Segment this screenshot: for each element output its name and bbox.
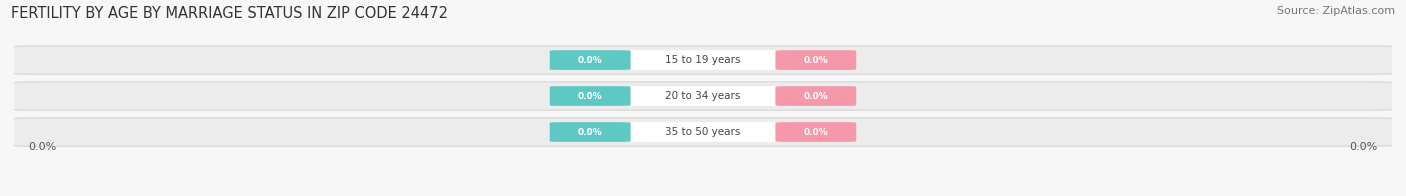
Text: Source: ZipAtlas.com: Source: ZipAtlas.com bbox=[1277, 6, 1395, 16]
FancyBboxPatch shape bbox=[616, 86, 790, 106]
Text: 0.0%: 0.0% bbox=[803, 128, 828, 137]
FancyBboxPatch shape bbox=[10, 46, 1396, 74]
FancyBboxPatch shape bbox=[550, 122, 630, 142]
Text: 0.0%: 0.0% bbox=[578, 55, 603, 64]
Text: FERTILITY BY AGE BY MARRIAGE STATUS IN ZIP CODE 24472: FERTILITY BY AGE BY MARRIAGE STATUS IN Z… bbox=[11, 6, 449, 21]
Text: 35 to 50 years: 35 to 50 years bbox=[665, 127, 741, 137]
Text: 0.0%: 0.0% bbox=[578, 92, 603, 101]
Text: 0.0%: 0.0% bbox=[803, 55, 828, 64]
Text: 0.0%: 0.0% bbox=[803, 92, 828, 101]
FancyBboxPatch shape bbox=[550, 86, 630, 106]
FancyBboxPatch shape bbox=[10, 82, 1396, 110]
Text: 0.0%: 0.0% bbox=[28, 142, 56, 152]
FancyBboxPatch shape bbox=[616, 122, 790, 142]
FancyBboxPatch shape bbox=[776, 86, 856, 106]
Text: 0.0%: 0.0% bbox=[578, 128, 603, 137]
Text: 15 to 19 years: 15 to 19 years bbox=[665, 55, 741, 65]
Text: 20 to 34 years: 20 to 34 years bbox=[665, 91, 741, 101]
FancyBboxPatch shape bbox=[550, 50, 630, 70]
FancyBboxPatch shape bbox=[776, 50, 856, 70]
FancyBboxPatch shape bbox=[10, 118, 1396, 146]
FancyBboxPatch shape bbox=[776, 122, 856, 142]
FancyBboxPatch shape bbox=[616, 50, 790, 70]
Text: 0.0%: 0.0% bbox=[1350, 142, 1378, 152]
